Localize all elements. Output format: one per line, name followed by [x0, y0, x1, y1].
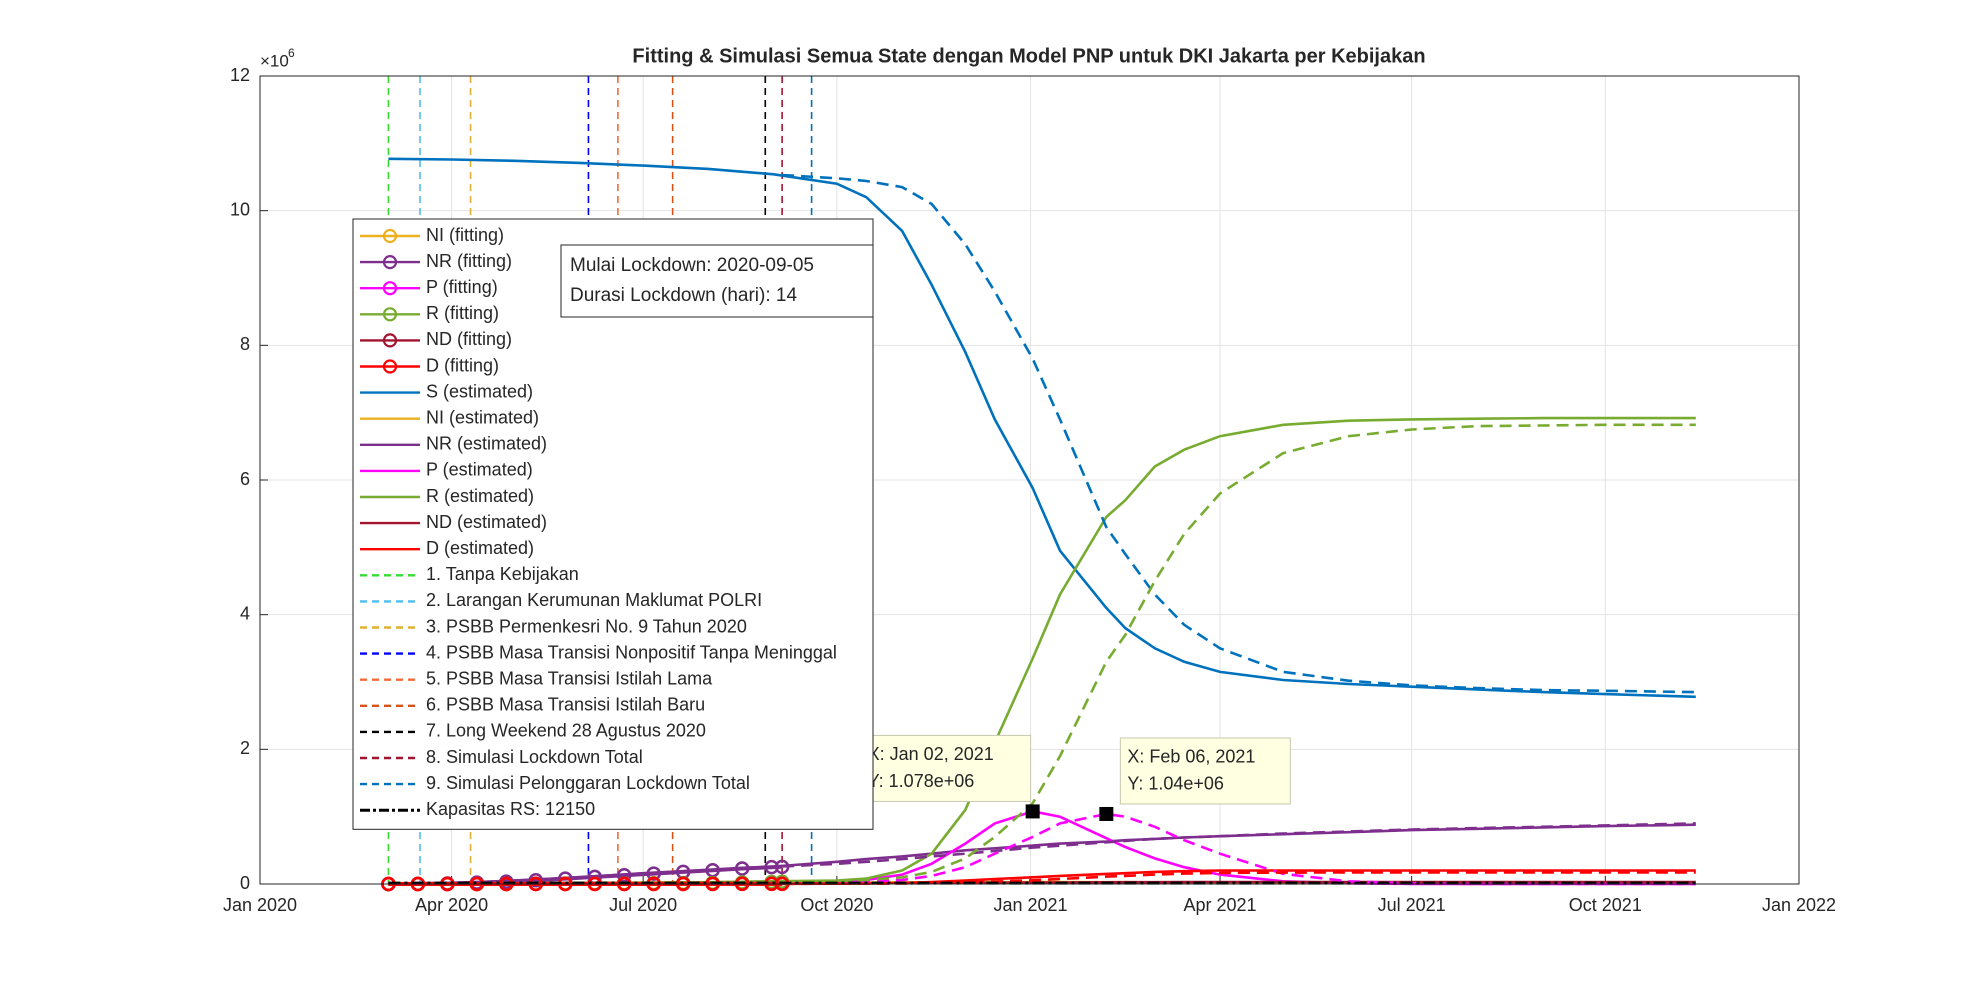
legend-label: R (estimated) — [426, 486, 534, 506]
fitting-marker — [734, 861, 750, 876]
fitting-marker — [616, 867, 632, 883]
x-tick-label: Jul 2020 — [609, 895, 677, 915]
datatip-x: X: Feb 06, 2021 — [1127, 747, 1255, 767]
legend-label: 8. Simulasi Lockdown Total — [426, 747, 643, 767]
legend-label: 9. Simulasi Pelonggaran Lockdown Total — [426, 773, 750, 793]
estimated-line — [388, 157, 1696, 699]
legend-marker — [382, 255, 398, 270]
fitting-marker — [646, 866, 661, 881]
x-tick-label: Oct 2020 — [800, 895, 873, 915]
x-tick-label: Jan 2022 — [1762, 895, 1836, 915]
legend-label: D (fitting) — [426, 355, 499, 375]
legend — [352, 218, 874, 830]
y-tick-label: 4 — [240, 603, 250, 623]
legend-marker — [382, 228, 398, 244]
legend-marker — [382, 333, 398, 348]
datatip-y: Y: 1.078e+06 — [868, 771, 975, 791]
legend-marker — [382, 307, 398, 322]
datatip-point — [1025, 804, 1040, 819]
legend-label: 5. PSBB Masa Transisi Istilah Lama — [426, 668, 713, 688]
legend-label: 3. PSBB Permenkesri No. 9 Tahun 2020 — [426, 616, 747, 636]
legend-label: ND (fitting) — [426, 329, 512, 349]
y-tick-label: 10 — [230, 199, 250, 219]
legend-label: 1. Tanpa Kebijakan — [426, 564, 579, 584]
legend-label: NI (estimated) — [426, 407, 539, 427]
legend-label: 7. Long Weekend 28 Agustus 2020 — [426, 721, 706, 741]
legend-label: 2. Larangan Kerumunan Maklumat POLRI — [426, 590, 762, 610]
legend-label: P (estimated) — [426, 460, 533, 480]
y-tick-label: 8 — [240, 334, 250, 354]
y-tick-label: 12 — [230, 65, 250, 85]
annotation-box — [560, 244, 874, 318]
legend-label: 6. PSBB Masa Transisi Istilah Baru — [426, 695, 705, 715]
fitting-marker — [764, 859, 779, 875]
legend-label: S (estimated) — [426, 381, 533, 401]
legend-label: 4. PSBB Masa Transisi Nonpositif Tanpa M… — [426, 642, 837, 662]
legend-marker — [382, 359, 398, 374]
legend-label: P (fitting) — [426, 277, 498, 297]
annotation-text: Mulai Lockdown: 2020-09-05 — [570, 255, 814, 276]
x-tick-label: Jan 2020 — [223, 895, 297, 915]
y-tick-label: 6 — [240, 469, 250, 489]
legend-label: Kapasitas RS: 12150 — [426, 799, 595, 819]
x-tick-label: Jan 2021 — [994, 895, 1068, 915]
y-exponent-power: 6 — [288, 46, 295, 60]
legend-marker — [382, 281, 398, 296]
datatip-point — [1099, 806, 1114, 821]
y-exponent: ×10 — [260, 51, 289, 70]
simulation-line — [782, 423, 1696, 883]
y-tick-label: 0 — [240, 873, 250, 893]
legend-label: NI (fitting) — [426, 225, 504, 245]
axes-box — [259, 75, 1800, 885]
datatip-x: X: Jan 02, 2021 — [868, 744, 994, 764]
chart-title: Fitting & Simulasi Semua State dengan Mo… — [632, 45, 1425, 67]
x-tick-label: Apr 2020 — [415, 895, 488, 915]
legend-label: R (fitting) — [426, 303, 499, 323]
legend-label: ND (estimated) — [426, 512, 547, 532]
x-tick-label: Oct 2021 — [1569, 895, 1642, 915]
x-tick-label: Apr 2021 — [1184, 895, 1257, 915]
simulation-line — [782, 822, 1696, 868]
legend-label: NR (fitting) — [426, 251, 512, 271]
x-tick-label: Jul 2021 — [1378, 895, 1446, 915]
annotation-text: Durasi Lockdown (hari): 14 — [570, 285, 797, 306]
legend-label: D (estimated) — [426, 538, 534, 558]
datatip-box — [1119, 737, 1291, 805]
simulation-line — [782, 173, 1696, 694]
fitting-marker — [774, 859, 790, 875]
simulation-line — [782, 871, 1696, 886]
y-tick-label: 2 — [240, 738, 250, 758]
datatip-y: Y: 1.04e+06 — [1127, 774, 1224, 794]
legend-label: NR (estimated) — [426, 434, 547, 454]
